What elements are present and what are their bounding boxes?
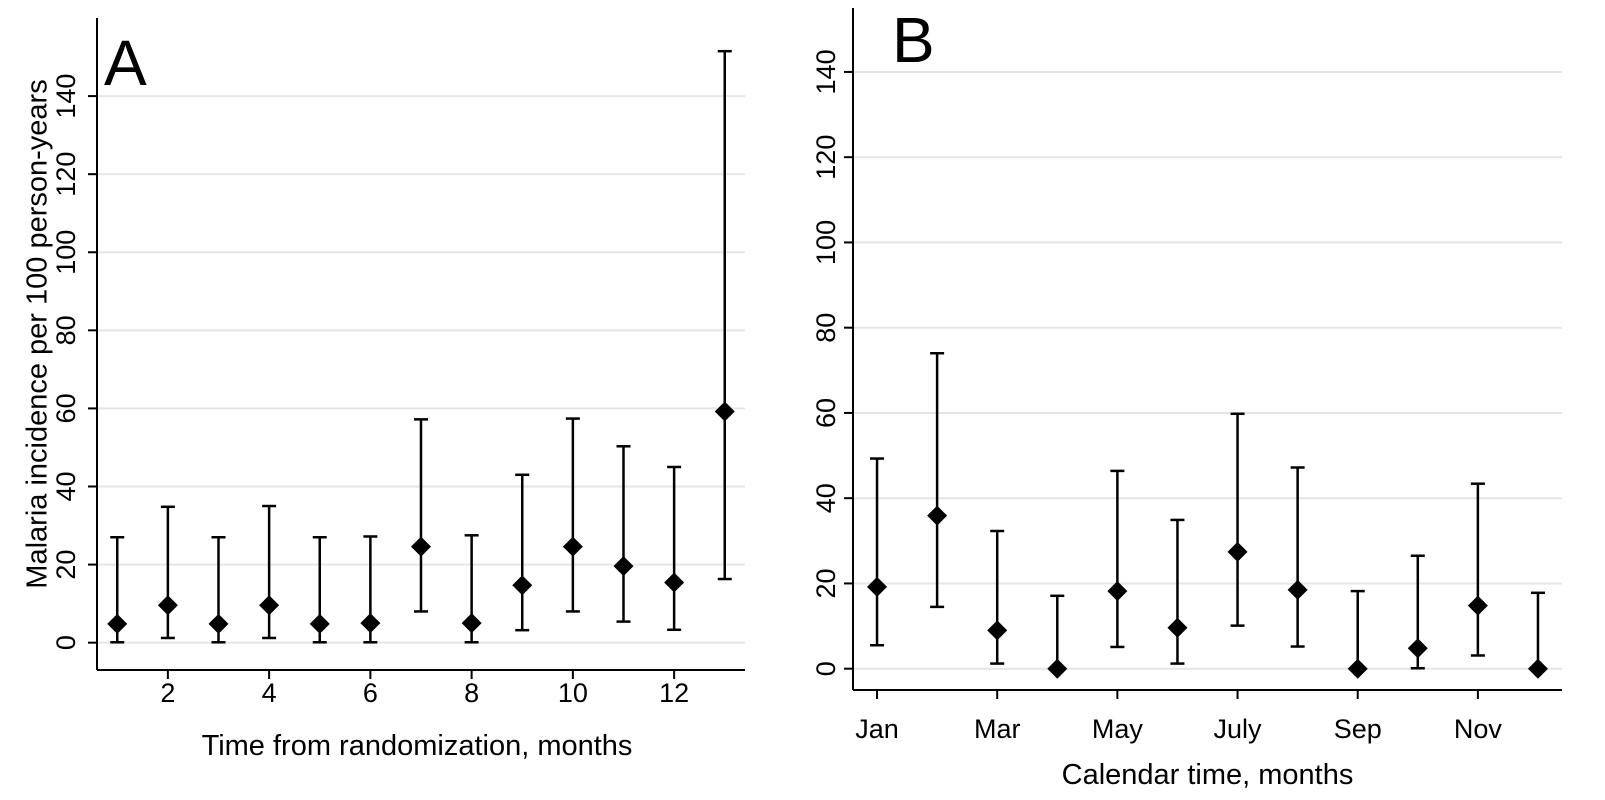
y-tick-label: 140 — [811, 49, 841, 94]
x-tick-label: 12 — [659, 678, 689, 708]
error-bar — [1350, 589, 1365, 670]
data-point — [1227, 541, 1248, 562]
x-tick-label: July — [1214, 714, 1263, 744]
y-tick-label: 120 — [51, 152, 81, 197]
y-tick-label: 80 — [811, 313, 841, 343]
data-point — [1107, 581, 1128, 602]
y-tick-label: 100 — [51, 230, 81, 275]
x-tick-label: Mar — [974, 714, 1021, 744]
panel-a: 0 20 40 60 80 100 120 140 2 4 6 8 10 12 Time from rand… — [22, 18, 745, 762]
error-bar — [870, 457, 885, 647]
y-tick-label: 40 — [51, 471, 81, 501]
data-point — [562, 536, 583, 557]
data-point — [259, 595, 280, 616]
x-tick-label: 10 — [558, 678, 588, 708]
y-tick-label: 0 — [51, 635, 81, 650]
y-tick-label: 100 — [811, 220, 841, 265]
data-point — [309, 613, 330, 634]
x-axis-title: Calendar time, months — [1062, 759, 1354, 791]
error-bar — [1110, 469, 1125, 649]
error-bar — [990, 529, 1005, 665]
data-point — [107, 613, 128, 634]
error-bar — [667, 465, 682, 632]
panel-letter: B — [892, 4, 935, 76]
data-point — [157, 595, 178, 616]
error-bar — [1530, 591, 1545, 670]
panel-b: 0 20 40 60 80 100 120 140 Jan Mar May July Sep Nov Cal… — [811, 4, 1562, 791]
x-tick-label: Jan — [855, 714, 899, 744]
data-point — [1467, 595, 1488, 616]
y-tick-label: 20 — [51, 550, 81, 580]
data-point — [664, 572, 685, 593]
x-tick-label: 2 — [160, 678, 175, 708]
data-point — [208, 613, 229, 634]
y-tick-label: 60 — [51, 393, 81, 423]
y-axis-title: Malaria incidence per 100 person-years — [22, 79, 54, 588]
data-point — [360, 613, 381, 634]
data-point — [411, 536, 431, 557]
x-tick-label: 6 — [363, 678, 378, 708]
error-bar — [262, 504, 277, 640]
error-bar — [1170, 518, 1185, 665]
y-tick-label: 40 — [811, 483, 841, 513]
error-bar — [717, 49, 732, 581]
error-bar — [930, 352, 945, 609]
data-point — [1527, 658, 1548, 679]
data-point — [461, 613, 482, 634]
error-bar — [565, 417, 580, 613]
data-point — [1047, 658, 1068, 679]
data-point — [867, 576, 888, 597]
x-axis-title: Time from randomization, months — [202, 730, 633, 762]
data-point — [1347, 658, 1368, 679]
x-tick-label: Sep — [1334, 714, 1382, 744]
x-tick-label: Nov — [1454, 714, 1503, 744]
data-point — [714, 401, 735, 422]
data-point — [927, 505, 948, 526]
data-point — [1287, 579, 1308, 600]
error-bar — [1230, 412, 1245, 627]
error-bar — [414, 418, 428, 613]
error-bar — [160, 505, 175, 640]
error-bar — [1050, 594, 1065, 670]
y-tick-label: 60 — [811, 398, 841, 428]
y-tick-label: 140 — [51, 74, 81, 119]
x-tick-label: 8 — [464, 678, 479, 708]
x-tick-label: May — [1092, 714, 1144, 744]
data-point — [613, 556, 634, 577]
data-point — [1407, 638, 1428, 659]
data-point — [1167, 617, 1188, 638]
y-tick-label: 120 — [811, 135, 841, 180]
y-tick-label: 20 — [811, 568, 841, 598]
x-tick-label: 4 — [262, 678, 277, 708]
y-tick-label: 80 — [51, 315, 81, 345]
data-point — [987, 620, 1008, 641]
y-tick-label: 0 — [811, 661, 841, 676]
error-bar — [616, 445, 631, 623]
data-point — [512, 575, 533, 596]
panel-letter: A — [104, 27, 147, 99]
error-bar — [515, 473, 530, 632]
error-bar — [1290, 466, 1305, 648]
error-bar — [1470, 482, 1485, 657]
